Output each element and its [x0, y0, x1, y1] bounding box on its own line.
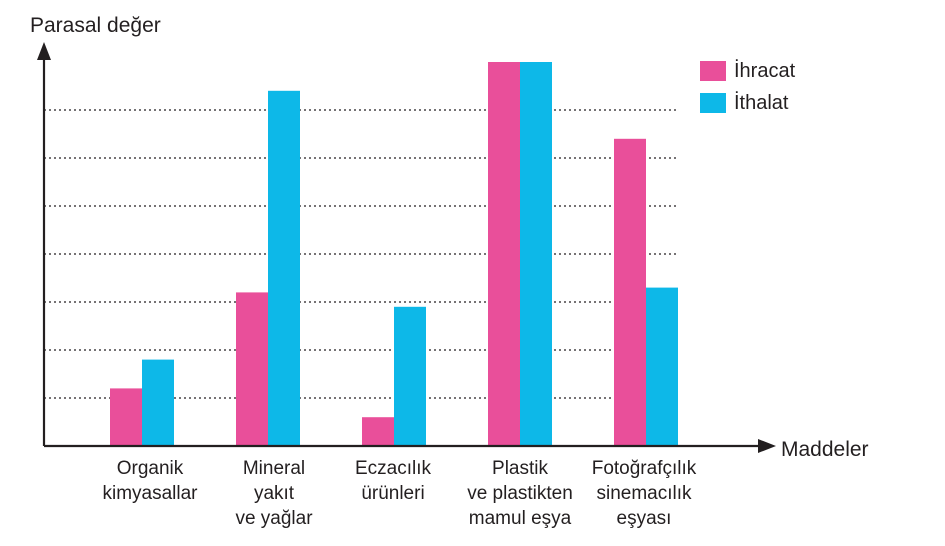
- legend-label-ithalat: İthalat: [734, 91, 789, 114]
- category-label: Organik kimyasallar: [102, 458, 198, 504]
- category-label: Mineral yakıt ve yağlar: [235, 458, 313, 529]
- bar-ithalat: [394, 306, 426, 446]
- y-axis-arrow-icon: [37, 42, 51, 60]
- category-labels: Organik kimyasallar Mineral yakıt ve yağ…: [0, 456, 945, 546]
- legend-item-ihracat: İhracat: [700, 55, 795, 87]
- legend-swatch-ihracat: [700, 61, 726, 81]
- bar-ithalat: [520, 62, 552, 446]
- y-axis-label: Parasal değer: [30, 14, 161, 37]
- legend-swatch-ithalat: [700, 93, 726, 113]
- legend: İhracat İthalat: [700, 55, 795, 119]
- bar-ihracat: [362, 417, 394, 446]
- legend-item-ithalat: İthalat: [700, 87, 795, 119]
- bar-ihracat: [488, 62, 520, 446]
- x-axis-arrow-icon: [758, 439, 776, 453]
- legend-label-ihracat: İhracat: [734, 59, 796, 82]
- bar-ithalat: [142, 359, 174, 446]
- category-label: Plastik ve plastikten mamul eşya: [467, 458, 573, 529]
- bar-ithalat: [646, 287, 678, 446]
- bar-ithalat: [268, 90, 300, 447]
- category-label: Fotoğrafçılık sinemacılık eşyası: [591, 458, 697, 529]
- x-axis-label: Maddeler: [781, 438, 869, 461]
- category-label: Eczacılık ürünleri: [354, 458, 432, 504]
- bar-ihracat: [614, 138, 646, 447]
- bar-ihracat: [110, 388, 142, 446]
- bar-ihracat: [236, 292, 268, 446]
